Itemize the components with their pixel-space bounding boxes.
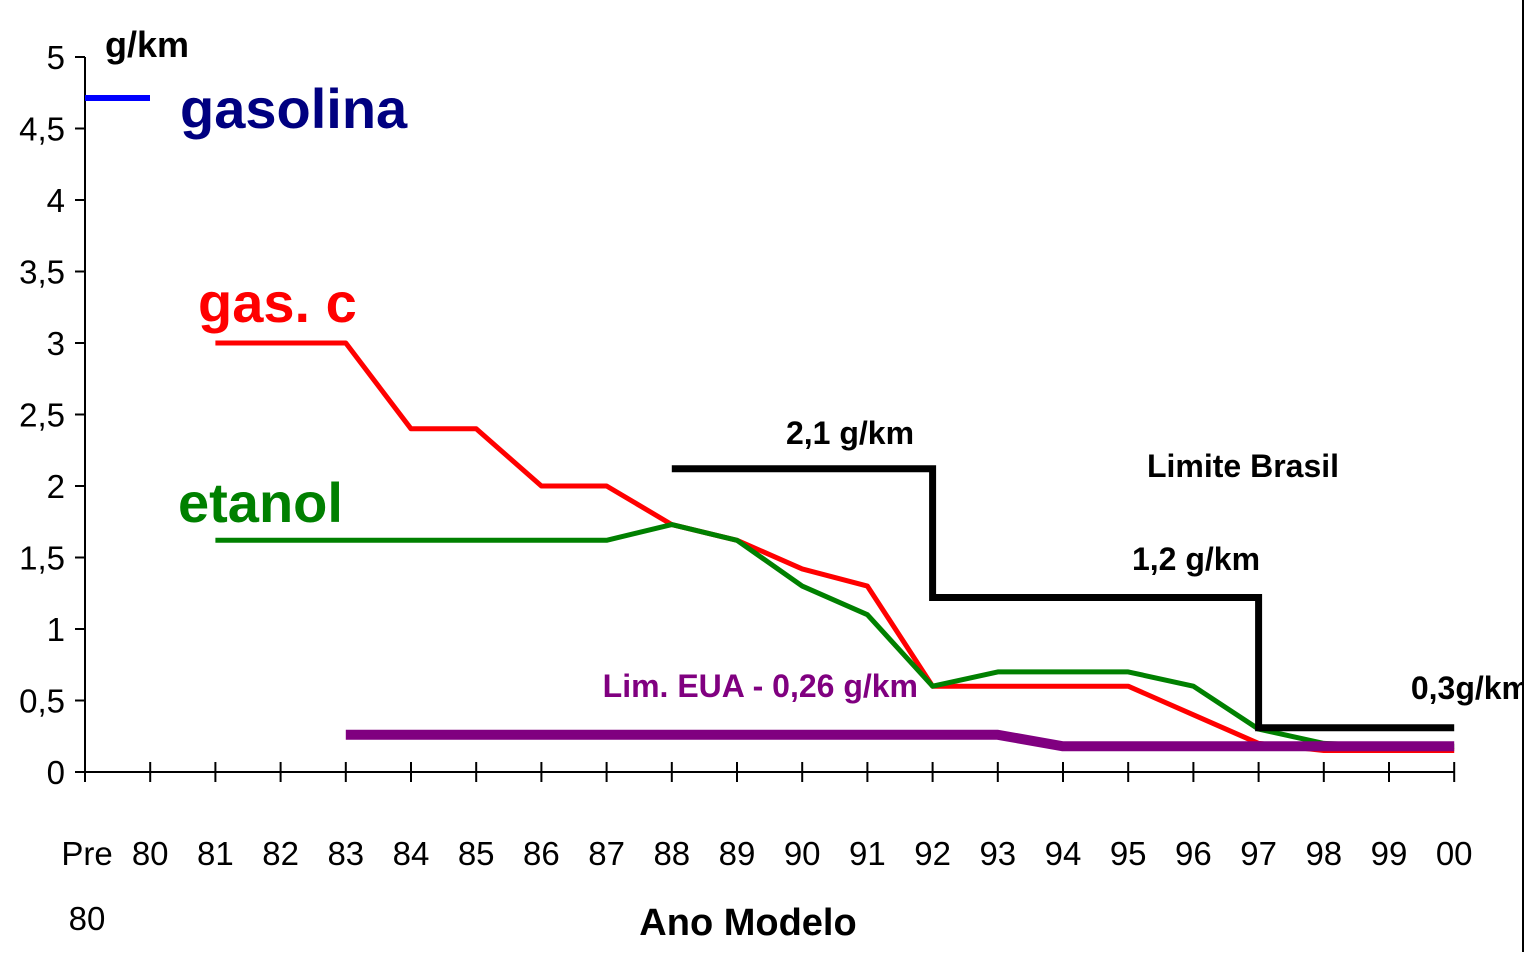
x-tick-label: 99	[1371, 835, 1408, 872]
x-tick-label-line: 87	[588, 835, 625, 872]
x-tick-label-line: 85	[458, 835, 495, 872]
x-tick-label: 80	[132, 835, 169, 872]
y-tick-label: 3,5	[19, 254, 65, 291]
x-tick-label-line: 90	[784, 835, 821, 872]
x-tick-label: 89	[719, 835, 756, 872]
x-tick-label: 95	[1110, 835, 1147, 872]
annotation-1: Limite Brasil	[1147, 448, 1339, 484]
x-tick-label: 98	[1305, 835, 1342, 872]
annotation-4: Lim. EUA - 0,26 g/km	[603, 668, 918, 704]
y-tick-label: 1,5	[19, 540, 65, 577]
x-tick-label-line: Pre	[61, 835, 112, 872]
labels-layer: Ano Modelo g/km gasolina gas. c etanol 2,1 g/…	[85, 24, 1530, 944]
series-line-1	[215, 525, 1454, 747]
y-tick-label: 2	[47, 468, 65, 505]
x-tick-label: 90	[784, 835, 821, 872]
x-tick-label: 83	[327, 835, 364, 872]
x-tick-label: 88	[653, 835, 690, 872]
x-tick-label-line: 88	[653, 835, 690, 872]
x-tick-label: 97	[1240, 835, 1277, 872]
x-tick-label: 91	[849, 835, 886, 872]
y-tick-label: 5	[47, 39, 65, 76]
x-tick-label-line: 82	[262, 835, 299, 872]
x-tick-label-line: 96	[1175, 835, 1212, 872]
y-axis-unit-label: g/km	[105, 24, 189, 65]
annotation-2: 1,2 g/km	[1132, 541, 1260, 577]
x-tick-label: 93	[979, 835, 1016, 872]
x-tick-label-line: 94	[1045, 835, 1082, 872]
x-tick-label-line: 80	[132, 835, 169, 872]
right-edge-border	[1522, 0, 1535, 952]
x-tick-label: 85	[458, 835, 495, 872]
x-tick-label-line: 00	[1436, 835, 1473, 872]
y-tick-label: 0	[47, 754, 65, 791]
x-tick-label-line: 92	[914, 835, 951, 872]
x-tick-label-line: 98	[1305, 835, 1342, 872]
x-tick-label: 84	[393, 835, 430, 872]
x-tick-label: 94	[1045, 835, 1082, 872]
x-tick-label-line: 97	[1240, 835, 1277, 872]
x-tick-label-line: 99	[1371, 835, 1408, 872]
x-tick-label: 96	[1175, 835, 1212, 872]
x-tick-label-line: 81	[197, 835, 234, 872]
x-tick-label-line: 93	[979, 835, 1016, 872]
x-tick-label: 00	[1436, 835, 1473, 872]
x-tick-label: 92	[914, 835, 951, 872]
x-tick-label: Pre 80	[61, 835, 112, 937]
annotation-3: 0,3g/km	[1411, 670, 1530, 706]
series-label-0: gas. c	[198, 271, 357, 334]
x-tick-label-line: 91	[849, 835, 886, 872]
y-tick-label: 2,5	[19, 397, 65, 434]
y-tick-label: 4	[47, 182, 65, 219]
y-tick-label: 4,5	[19, 111, 65, 148]
x-tick-label-line: 89	[719, 835, 756, 872]
x-tick-label-line: 86	[523, 835, 560, 872]
x-tick-label-line: 84	[393, 835, 430, 872]
x-axis-title: Ano Modelo	[639, 902, 856, 944]
series-label-2: gasolina	[180, 77, 408, 140]
series-label-1: etanol	[178, 471, 343, 534]
x-tick-label: 82	[262, 835, 299, 872]
y-tick-label: 0,5	[19, 683, 65, 720]
x-tick-label-line: 95	[1110, 835, 1147, 872]
x-tick-label: 87	[588, 835, 625, 872]
annotation-0: 2,1 g/km	[786, 415, 914, 451]
y-tick-label: 1	[47, 611, 65, 648]
x-tick-label: 81	[197, 835, 234, 872]
x-tick-label-line: 80	[69, 900, 106, 937]
x-tick-label-line: 83	[327, 835, 364, 872]
y-tick-label: 3	[47, 325, 65, 362]
x-tick-label: 86	[523, 835, 560, 872]
